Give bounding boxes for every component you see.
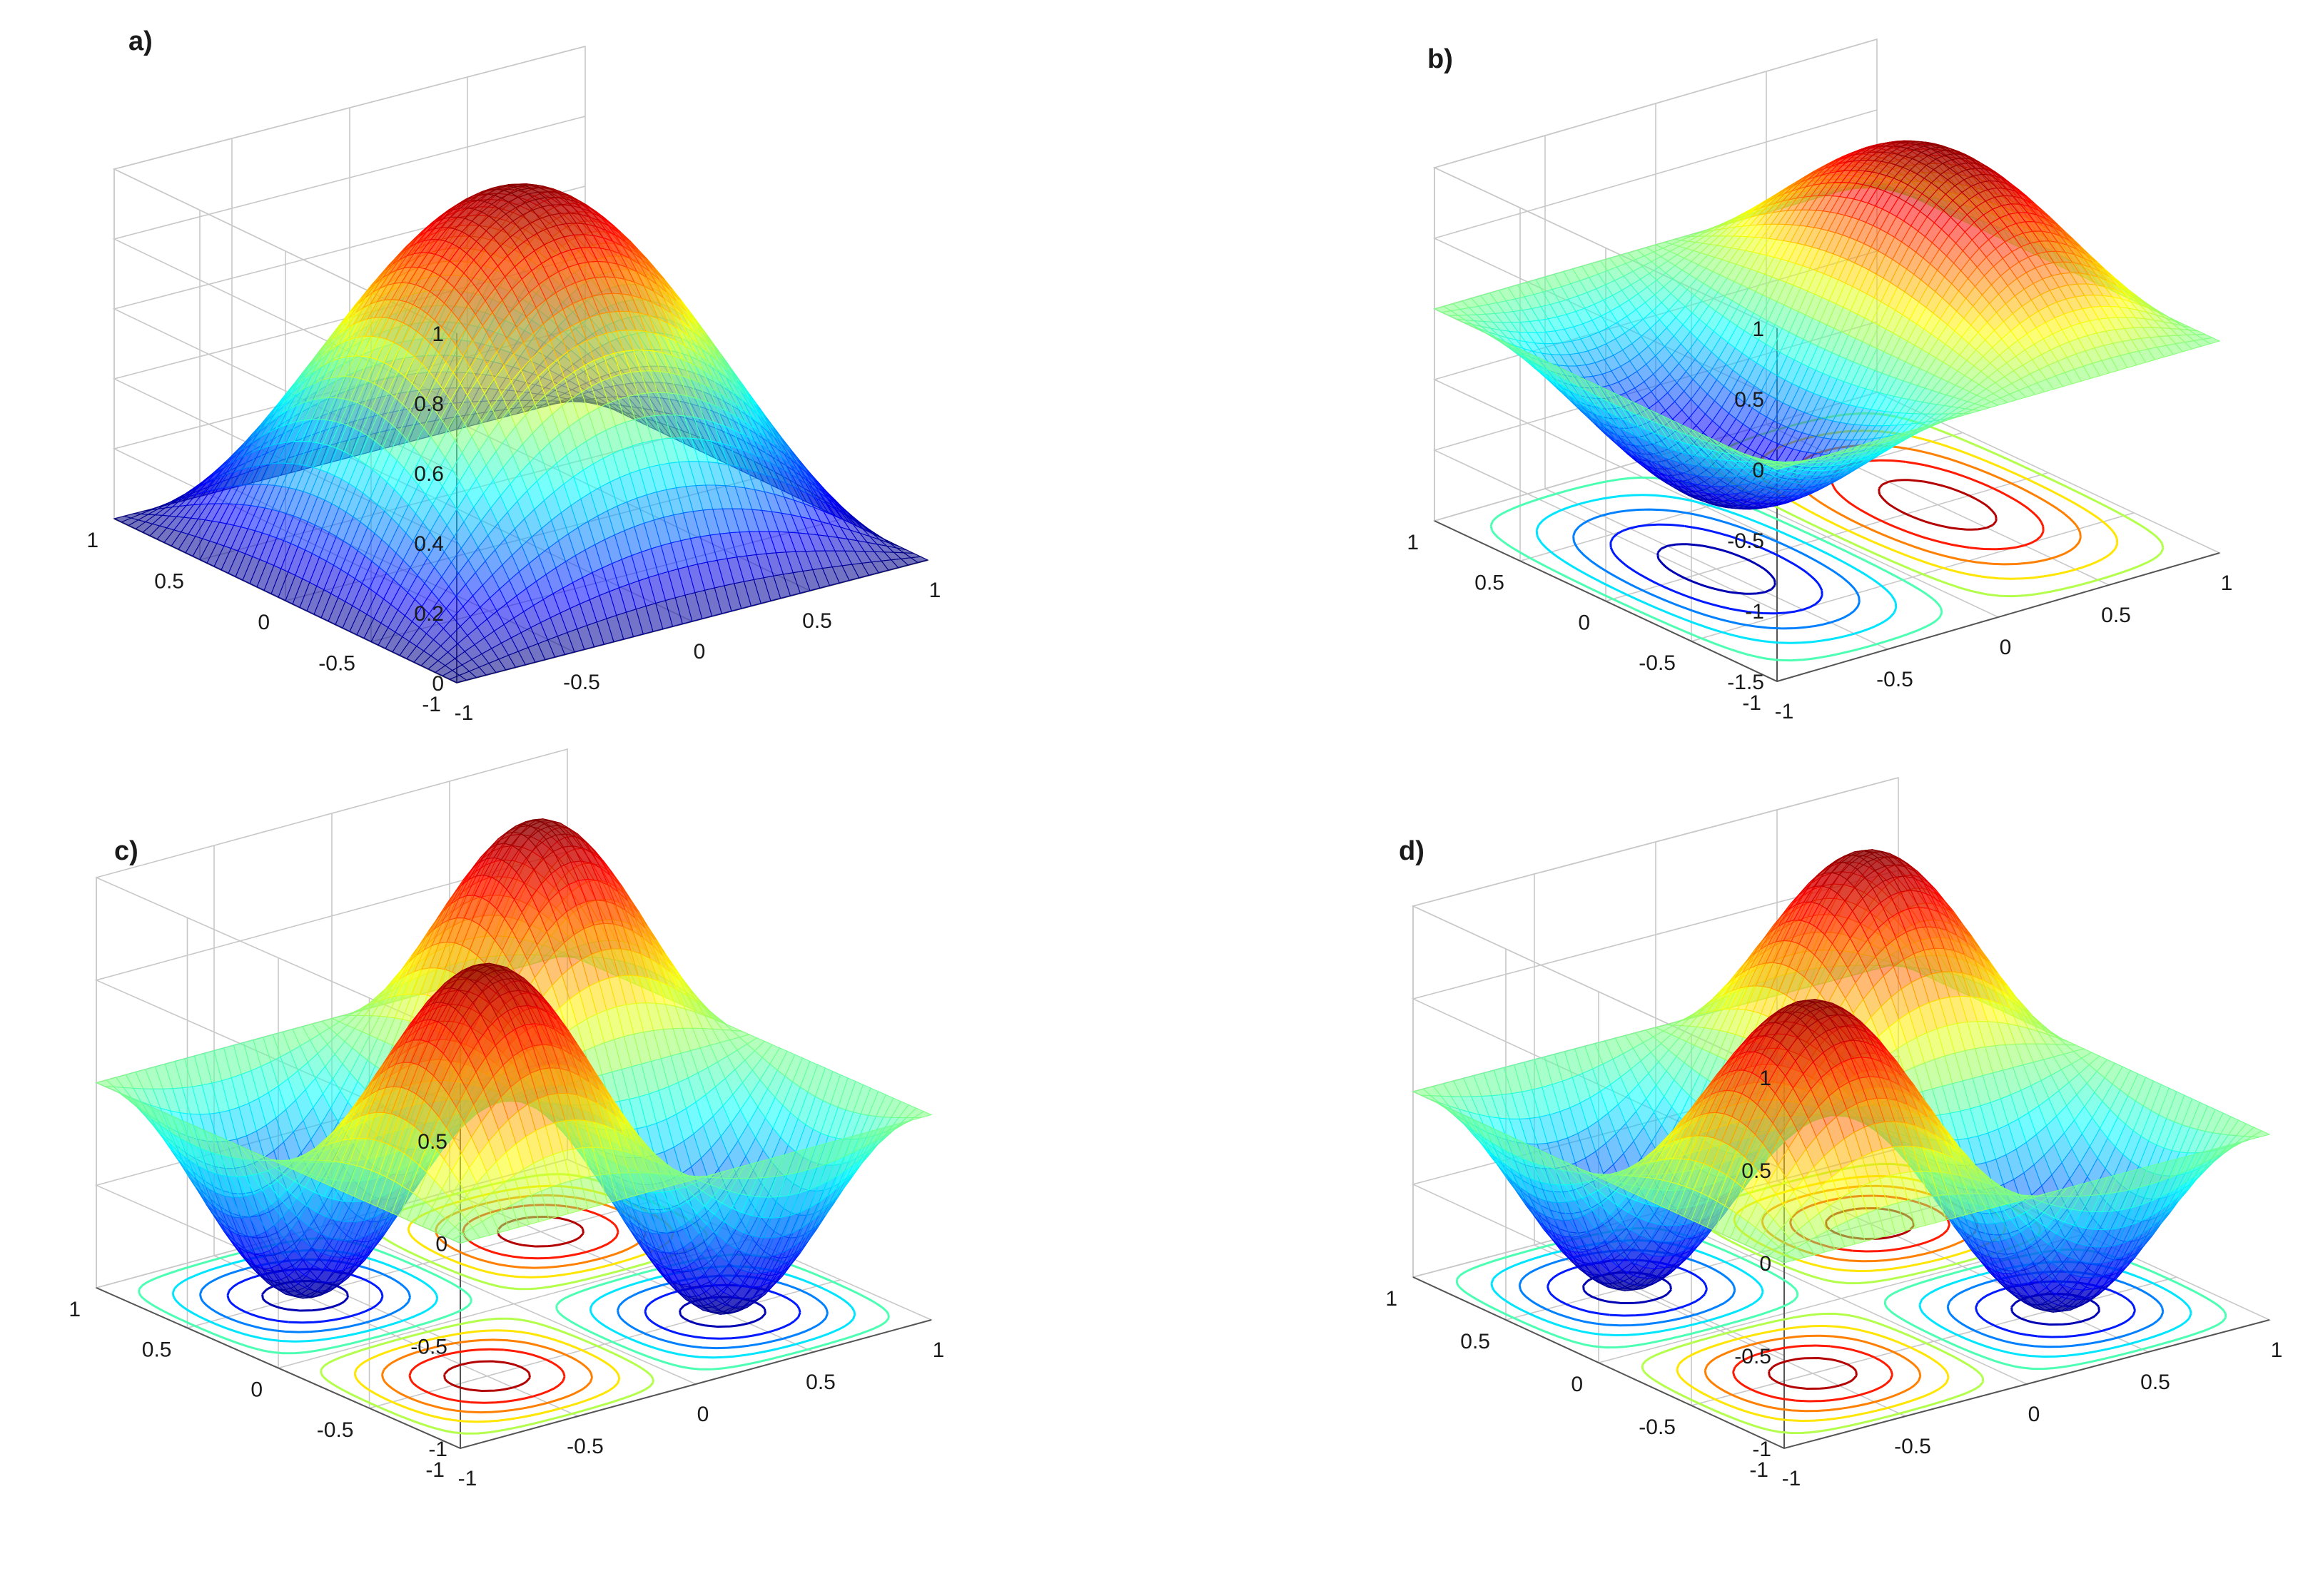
floor-axis-lines — [1412, 1276, 2270, 1450]
z-tick-label: -0.5 — [1734, 1345, 1771, 1368]
y-tick-label: 0.5 — [142, 1338, 172, 1361]
x-tick-label: 0.5 — [2101, 604, 2131, 627]
x-tick-label: 1 — [929, 579, 941, 602]
z-tick-label: -1 — [428, 1438, 447, 1461]
contour-line — [1582, 1271, 2100, 1326]
y-tick-label: -0.5 — [1639, 1415, 1676, 1439]
z-tick-label: 1 — [432, 322, 444, 346]
tick-labels: 0 0.2 0.4 0.6 0.8 1 -1 -0.5 0 0.5 1 -1 -0.5 0 0.5 1 — [86, 322, 941, 725]
z-tick-label: 0.4 — [414, 532, 444, 556]
x-tick-label: 0.5 — [2140, 1371, 2170, 1394]
x-tick-label: 0.5 — [806, 1371, 836, 1394]
surface-mesh — [95, 818, 933, 1315]
surface-mesh — [1433, 140, 2221, 510]
z-tick-label: -1 — [1752, 1438, 1771, 1461]
z-tick-label: 0.6 — [414, 462, 444, 486]
y-tick-label: -0.5 — [317, 1418, 354, 1442]
y-tick-label: -1 — [1749, 1458, 1768, 1482]
z-tick-label: -0.5 — [410, 1335, 447, 1358]
y-tick-label: -1 — [422, 693, 441, 716]
x-tick-label: 0 — [697, 1403, 709, 1426]
y-tick-label: 0 — [1571, 1373, 1583, 1396]
x-tick-label: 0 — [694, 640, 706, 664]
contour-line — [199, 1258, 829, 1350]
z-tick-label: -1 — [1745, 600, 1764, 624]
z-tick-label: 1 — [1759, 1067, 1771, 1090]
z-tick-label: 0.2 — [414, 602, 444, 626]
floor-axis-lines — [1434, 520, 2220, 683]
z-tick-label: -0.5 — [1727, 529, 1764, 553]
x-tick-label: -1 — [455, 701, 474, 725]
panel-2: -1 -0.5 0 0.5 -1 -0.5 0 0.5 1 -1 -0.5 0 0.5 1 c) — [69, 748, 944, 1490]
panel-1: -1.5-1-0.500.51-1-0.500.51-1-0.500.51b) — [1407, 38, 2232, 723]
x-tick-label: 0 — [2000, 636, 2012, 659]
z-tick-label: 0.5 — [1741, 1159, 1771, 1183]
y-tick-label: -1 — [1742, 691, 1761, 715]
x-tick-label: -0.5 — [563, 671, 600, 694]
y-tick-label: 1 — [86, 529, 98, 552]
contour-line — [443, 1216, 584, 1392]
contour-line — [1609, 523, 1823, 615]
panel-label: a) — [128, 26, 153, 56]
x-tick-label: -0.5 — [1876, 668, 1913, 691]
contour-line — [1535, 494, 1898, 644]
z-tick-label: 0.5 — [1734, 388, 1764, 412]
z-tick-label: 0 — [435, 1233, 447, 1256]
tick-labels: -1 -0.5 0 0.5 -1 -0.5 0 0.5 1 -1 -0.5 0 0.5 1 — [69, 1130, 944, 1490]
x-tick-label: 1 — [933, 1338, 945, 1362]
y-tick-label: 0.5 — [1460, 1330, 1490, 1353]
surface-mesh — [1412, 849, 2271, 1313]
contour-line — [1518, 1249, 2165, 1348]
panel-label: b) — [1427, 44, 1453, 74]
z-tick-label: 0 — [1752, 459, 1764, 482]
x-tick-label: -1 — [1775, 700, 1794, 723]
z-tick-label: 1 — [1752, 317, 1764, 341]
y-tick-label: 0 — [1578, 611, 1590, 635]
tick-labels: -1 -0.5 0 0.5 1 -1 -0.5 0 0.5 1 -1 -0.5 0 0.5 1 — [1385, 1067, 2282, 1490]
x-tick-label: 1 — [2271, 1338, 2283, 1362]
y-tick-label: 0.5 — [154, 570, 184, 594]
y-tick-label: -1 — [425, 1458, 445, 1482]
z-tick-label: 0.5 — [417, 1130, 447, 1154]
tick-labels: -1.5-1-0.500.51-1-0.500.51-1-0.500.51 — [1407, 317, 2232, 723]
floor-axis-lines — [96, 1287, 932, 1450]
z-tick-label: 0 — [432, 672, 444, 696]
panel-label: d) — [1399, 836, 1424, 866]
y-tick-label: -0.5 — [318, 652, 355, 676]
surface-mesh — [113, 183, 929, 683]
y-tick-label: 0 — [250, 1378, 263, 1402]
y-tick-label: -0.5 — [1639, 651, 1676, 675]
x-tick-label: 0.5 — [802, 609, 832, 633]
z-tick-label: 0.8 — [414, 392, 444, 416]
y-tick-label: 1 — [69, 1298, 81, 1321]
z-tick-label: 0 — [1759, 1252, 1771, 1276]
x-tick-label: -1 — [1782, 1467, 1801, 1490]
panel-label: c) — [114, 836, 138, 866]
x-tick-label: 0 — [2028, 1403, 2040, 1426]
x-tick-label: -0.5 — [1894, 1435, 1931, 1458]
x-tick-label: 1 — [2221, 571, 2233, 595]
panel-3: -1 -0.5 0 0.5 1 -1 -0.5 0 0.5 1 -1 -0.5 0 0.5 1 d) — [1385, 776, 2282, 1490]
x-tick-label: -1 — [458, 1467, 477, 1490]
contour-line — [1878, 479, 1998, 531]
contour-line — [1572, 508, 1861, 630]
y-tick-label: 1 — [1385, 1287, 1397, 1311]
y-tick-label: 0.5 — [1474, 571, 1504, 594]
x-tick-label: -0.5 — [567, 1435, 604, 1458]
z-tick-label: -1.5 — [1727, 671, 1764, 694]
contour-line — [261, 1280, 766, 1328]
y-tick-label: 0 — [258, 611, 270, 634]
contour-line — [1656, 543, 1776, 595]
y-tick-label: 1 — [1407, 531, 1419, 554]
panel-0: 0 0.2 0.4 0.6 0.8 1 -1 -0.5 0 0.5 1 -1 -0.5 0 0.5 1 a) — [86, 26, 941, 725]
